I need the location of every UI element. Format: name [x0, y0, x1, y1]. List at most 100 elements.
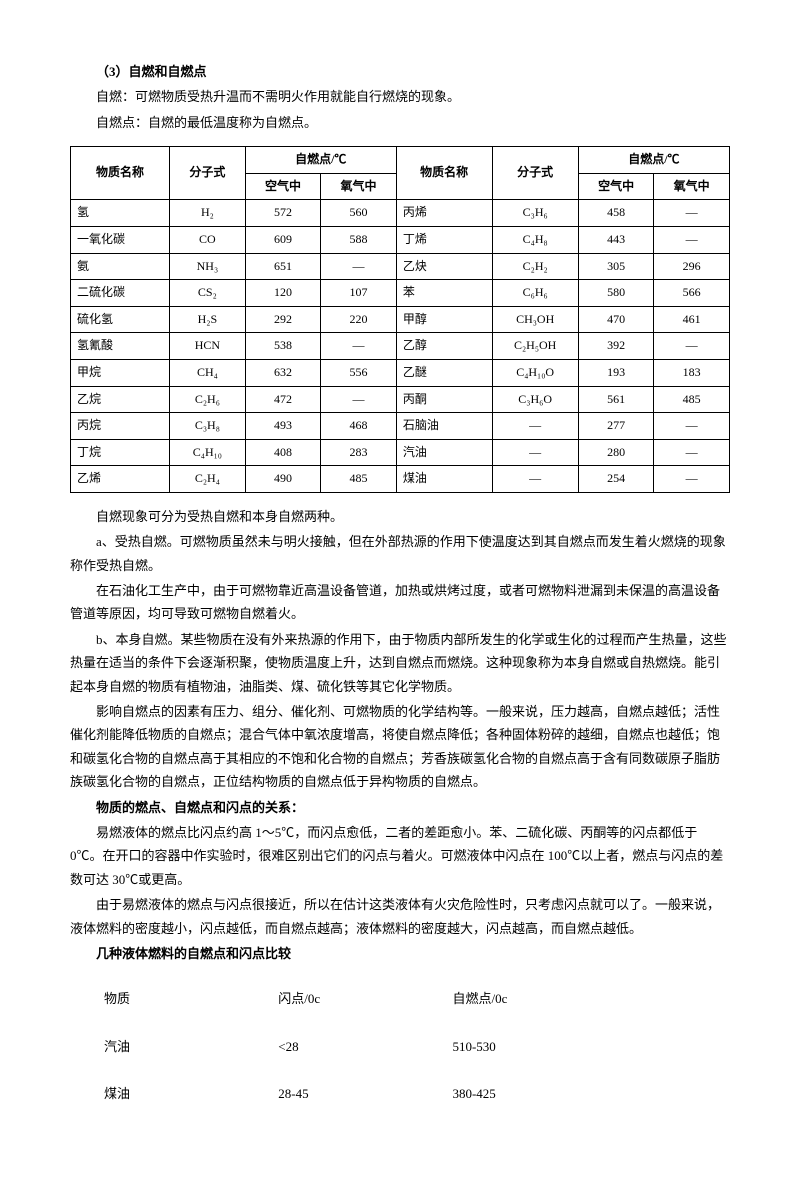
table-cell: 氢	[71, 200, 170, 227]
table-cell: 193	[578, 359, 654, 386]
table-cell: 561	[578, 386, 654, 413]
table-row: 乙烯C₂H₄490485煤油—254—	[71, 466, 730, 493]
table-cell: 甲烷	[71, 359, 170, 386]
table-cell: 458	[578, 200, 654, 227]
para-relation1: 易燃液体的燃点比闪点约高 1～5℃，而闪点愈低，二者的差距愈小。苯、二硫化碳、丙…	[70, 821, 730, 891]
definition-autoignition: 自燃：可燃物质受热升温而不需明火作用就能自行燃烧的现象。	[70, 85, 730, 108]
table-cell: 183	[654, 359, 730, 386]
para-factors: 影响自燃点的因素有压力、组分、催化剂、可燃物质的化学结构等。一般来说，压力越高，…	[70, 700, 730, 794]
col-oxy2: 氧气中	[654, 173, 730, 200]
table-cell: 丙酮	[396, 386, 492, 413]
table-cell: 490	[245, 466, 321, 493]
col-air: 空气中	[245, 173, 321, 200]
table-cell: C₄H₈	[492, 226, 578, 253]
table-cell: —	[321, 333, 397, 360]
para-b: b、本身自燃。某些物质在没有外来热源的作用下，由于物质内部所发生的化学或生化的过…	[70, 628, 730, 698]
table-cell: 472	[245, 386, 321, 413]
table-cell: 572	[245, 200, 321, 227]
table-cell: 乙炔	[396, 253, 492, 280]
table-cell: 苯	[396, 280, 492, 307]
table-cell: 461	[654, 306, 730, 333]
col-oxy: 氧气中	[321, 173, 397, 200]
definition-autoignition-point: 自燃点：自燃的最低温度称为自燃点。	[70, 111, 730, 134]
table-cell: 566	[654, 280, 730, 307]
table-cell: —	[654, 439, 730, 466]
table-cell: 408	[245, 439, 321, 466]
table-cell: 556	[321, 359, 397, 386]
table-cell: C₂H₂	[492, 253, 578, 280]
table-cell: —	[654, 413, 730, 440]
table-cell: —	[492, 466, 578, 493]
table-row: 一氧化碳CO609588丁烯C₄H₈443—	[71, 226, 730, 253]
table-cell: 651	[245, 253, 321, 280]
autoignition-table: 物质名称 分子式 自燃点/℃ 物质名称 分子式 自燃点/℃ 空气中 氧气中 空气…	[70, 146, 730, 493]
para-types: 自燃现象可分为受热自燃和本身自燃两种。	[70, 505, 730, 528]
compare-cell: 28-45	[270, 1070, 444, 1117]
table-cell: NH₃	[170, 253, 246, 280]
table-cell: 汽油	[396, 439, 492, 466]
table-cell: C₃H₆	[492, 200, 578, 227]
table-cell: 296	[654, 253, 730, 280]
table-cell: —	[654, 200, 730, 227]
table-cell: —	[492, 439, 578, 466]
table-cell: 305	[578, 253, 654, 280]
table-cell: 468	[321, 413, 397, 440]
table-row: 乙烷C₂H₆472—丙酮C₃H₆O561485	[71, 386, 730, 413]
table-cell: 280	[578, 439, 654, 466]
para-a: a、受热自燃。可燃物质虽然未与明火接触，但在外部热源的作用下使温度达到其自燃点而…	[70, 530, 730, 577]
table-cell: C₆H₆	[492, 280, 578, 307]
table-row: 氢H₂572560丙烯C₃H₆458—	[71, 200, 730, 227]
table-cell: —	[321, 386, 397, 413]
col-autoig: 自燃点/℃	[245, 147, 396, 174]
col-name: 物质名称	[71, 147, 170, 200]
table-cell: 580	[578, 280, 654, 307]
compare-cell: 510-530	[444, 1023, 624, 1070]
table-cell: C₂H₅OH	[492, 333, 578, 360]
section-title: （3）自燃和自燃点	[70, 60, 730, 83]
table-cell: —	[654, 333, 730, 360]
heading-compare: 几种液体燃料的自燃点和闪点比较	[70, 942, 730, 965]
para-relation2: 由于易燃液体的燃点与闪点很接近，所以在估计这类液体有火灾危险性时，只考虑闪点就可…	[70, 893, 730, 940]
table-cell: 丁烷	[71, 439, 170, 466]
table-cell: C₃H₆O	[492, 386, 578, 413]
table-cell: 氨	[71, 253, 170, 280]
table-cell: 煤油	[396, 466, 492, 493]
table-cell: CO	[170, 226, 246, 253]
table-cell: CH₄	[170, 359, 246, 386]
table-row: 煤油 28-45 380-425	[96, 1070, 624, 1117]
table-cell: C₄H₁₀	[170, 439, 246, 466]
table-cell: 丁烯	[396, 226, 492, 253]
table-cell: H₂	[170, 200, 246, 227]
table-cell: 二硫化碳	[71, 280, 170, 307]
table-cell: CS₂	[170, 280, 246, 307]
table-cell: —	[654, 226, 730, 253]
table-row: 物质 闪点/0c 自燃点/0c	[96, 975, 624, 1022]
table-cell: 292	[245, 306, 321, 333]
table-cell: HCN	[170, 333, 246, 360]
col-autoig2: 自燃点/℃	[578, 147, 729, 174]
table-cell: 443	[578, 226, 654, 253]
table-row: 二硫化碳CS₂120107苯C₆H₆580566	[71, 280, 730, 307]
table-row: 硫化氢H₂S292220甲醇CH₃OH470461	[71, 306, 730, 333]
table-cell: 609	[245, 226, 321, 253]
table-cell: 560	[321, 200, 397, 227]
table-cell: 石脑油	[396, 413, 492, 440]
compare-cell: <28	[270, 1023, 444, 1070]
table-row: 氨NH₃651—乙炔C₂H₂305296	[71, 253, 730, 280]
table-cell: —	[654, 466, 730, 493]
table-cell: 392	[578, 333, 654, 360]
compare-cell: 煤油	[96, 1070, 270, 1117]
table-row: 氢氰酸HCN538—乙醇C₂H₅OH392—	[71, 333, 730, 360]
table-cell: 氢氰酸	[71, 333, 170, 360]
table-cell: CH₃OH	[492, 306, 578, 333]
table-cell: 632	[245, 359, 321, 386]
table-row: 汽油 <28 510-530	[96, 1023, 624, 1070]
heading-relation: 物质的燃点、自燃点和闪点的关系：	[70, 796, 730, 819]
table-row: 丁烷C₄H₁₀408283汽油—280—	[71, 439, 730, 466]
para-petro: 在石油化工生产中，由于可燃物靠近高温设备管道，加热或烘烤过度，或者可燃物料泄漏到…	[70, 579, 730, 626]
compare-cell: 汽油	[96, 1023, 270, 1070]
table-row: 甲烷CH₄632556乙醚C₄H₁₀O193183	[71, 359, 730, 386]
compare-head-name: 物质	[96, 975, 270, 1022]
table-cell: 470	[578, 306, 654, 333]
table-cell: —	[321, 253, 397, 280]
